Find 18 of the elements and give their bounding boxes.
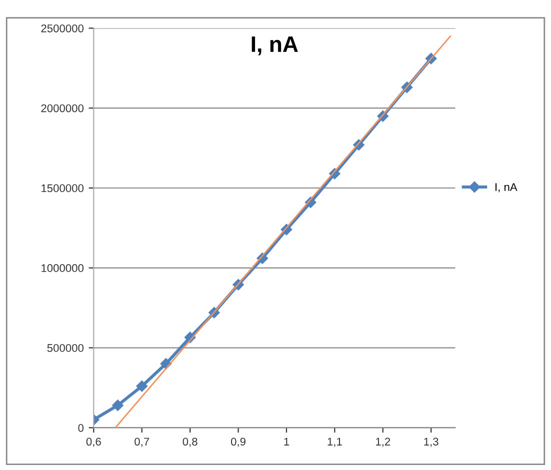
x-tick-label: 0,8 xyxy=(182,438,198,447)
x-tick-label: 1,3 xyxy=(424,438,438,447)
point xyxy=(136,380,148,392)
chart-title: I, nA xyxy=(252,36,298,56)
x-tick-label: 0,6 xyxy=(86,438,101,447)
x-tick-label: 1,1 xyxy=(328,438,342,447)
y-tick-label: 2000000 xyxy=(41,104,84,112)
y-tick-label: 1000000 xyxy=(42,264,84,272)
y-tick-label: 2500000 xyxy=(41,24,84,32)
y-tick-label: 500000 xyxy=(47,344,84,352)
x-tick-label: 0,9 xyxy=(230,438,246,447)
x-tick-label: 0,7 xyxy=(134,438,150,447)
point xyxy=(112,400,124,411)
y-tick-label: 0 xyxy=(78,424,84,432)
x-tick-label: 1,2 xyxy=(376,438,390,447)
legend-label: I, nA xyxy=(496,183,518,192)
y-tick-label: 1500000 xyxy=(42,184,84,192)
x-tick-label: 1 xyxy=(284,438,290,446)
